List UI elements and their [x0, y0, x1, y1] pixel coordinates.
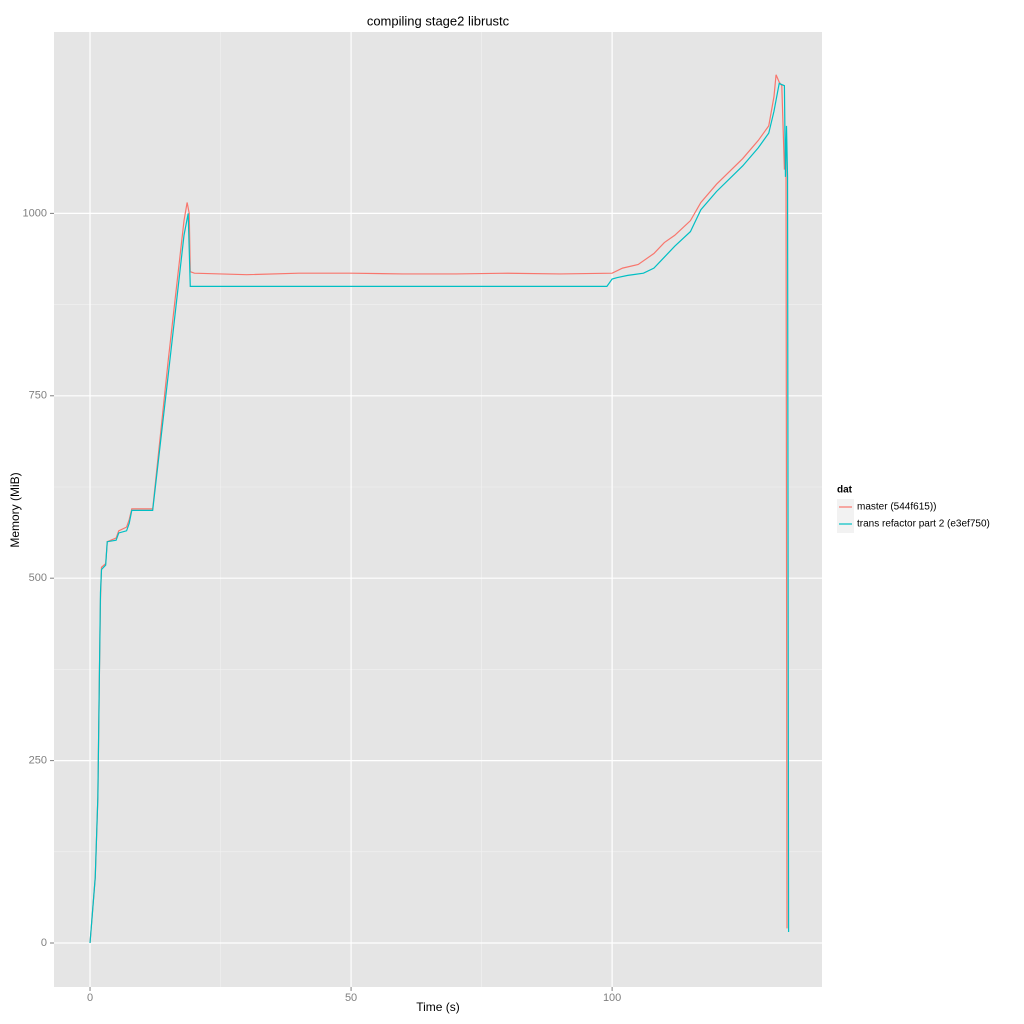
legend-title: dat [837, 485, 853, 496]
y-tick-label: 250 [29, 755, 47, 767]
legend-label: trans refactor part 2 (e3ef750) [857, 519, 990, 530]
series-line [89, 82, 790, 944]
panel [54, 32, 822, 987]
x-tick-label: 0 [87, 992, 93, 1004]
x-axis-label: Time (s) [416, 1000, 460, 1014]
y-tick-label: 750 [29, 390, 47, 402]
x-tick-label: 50 [345, 992, 357, 1004]
x-tick-label: 100 [603, 992, 621, 1004]
y-tick-label: 0 [41, 937, 47, 949]
y-tick-label: 500 [29, 572, 47, 584]
y-axis-label: Memory (MiB) [8, 472, 22, 547]
legend-label: master (544f615)) [857, 502, 936, 513]
series-line [89, 74, 788, 944]
chart-title: compiling stage2 librustc [367, 13, 510, 28]
y-tick-label: 1000 [23, 207, 47, 219]
